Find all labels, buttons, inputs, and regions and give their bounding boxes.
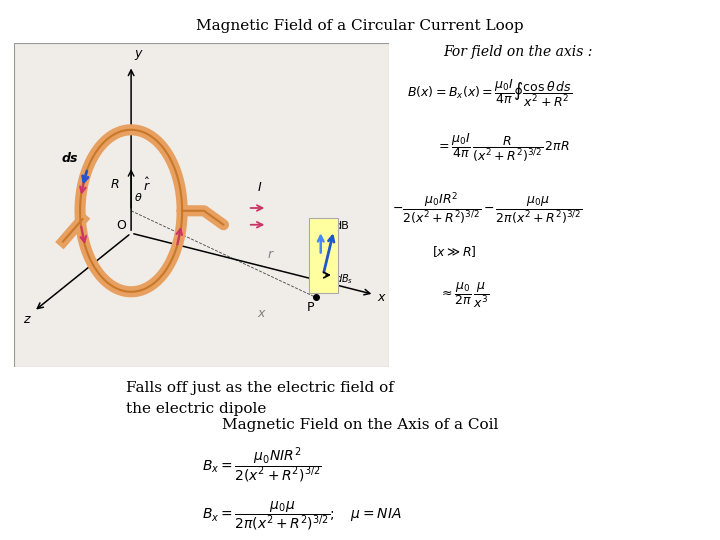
Text: x: x: [378, 291, 385, 304]
Text: dB: dB: [335, 221, 350, 231]
Text: Magnetic Field on the Axis of a Coil: Magnetic Field on the Axis of a Coil: [222, 418, 498, 433]
Text: $[x\gg R]$: $[x\gg R]$: [432, 244, 477, 259]
Text: I: I: [258, 181, 261, 194]
Text: $\theta$: $\theta$: [133, 191, 142, 202]
Text: $dB_s$: $dB_s$: [336, 272, 354, 286]
Text: O: O: [117, 219, 126, 232]
Text: Magnetic Field of a Circular Current Loop: Magnetic Field of a Circular Current Loo…: [196, 19, 524, 33]
Text: $\theta$: $\theta$: [324, 251, 333, 263]
Text: Falls off just as the electric field of: Falls off just as the electric field of: [126, 381, 394, 395]
Text: For field on the axis :: For field on the axis :: [444, 45, 593, 59]
Text: $=\dfrac{\mu_0 I}{4\pi}\,\dfrac{R}{(x^2+R^2)^{3/2}}\,2\pi R$: $=\dfrac{\mu_0 I}{4\pi}\,\dfrac{R}{(x^2+…: [436, 132, 570, 164]
FancyBboxPatch shape: [309, 218, 338, 293]
Text: $B_x=\dfrac{\mu_0 NIR^2}{2(x^2+R^2)^{3/2}}$: $B_x=\dfrac{\mu_0 NIR^2}{2(x^2+R^2)^{3/2…: [202, 446, 321, 485]
Text: z: z: [23, 313, 30, 326]
Text: $-\dfrac{\mu_0 IR^2}{2(x^2+R^2)^{3/2}}-\dfrac{\mu_0\mu}{2\pi(x^2+R^2)^{3/2}}$: $-\dfrac{\mu_0 IR^2}{2(x^2+R^2)^{3/2}}-\…: [392, 190, 582, 226]
Text: P: P: [306, 301, 314, 314]
Text: $B(x)=B_x(x)=\dfrac{\mu_0 I}{4\pi}\oint\dfrac{\cos\theta\, ds}{x^2+R^2}$: $B(x)=B_x(x)=\dfrac{\mu_0 I}{4\pi}\oint\…: [407, 78, 572, 110]
Text: y: y: [135, 47, 142, 60]
Text: R: R: [110, 178, 119, 191]
Text: r: r: [267, 248, 272, 261]
Text: x: x: [258, 307, 265, 320]
Text: $\hat{r}$: $\hat{r}$: [143, 177, 151, 194]
Text: the electric dipole: the electric dipole: [126, 402, 266, 416]
Text: $\approx\dfrac{\mu_0}{2\pi}\,\dfrac{\mu}{x^3}$: $\approx\dfrac{\mu_0}{2\pi}\,\dfrac{\mu}…: [439, 281, 490, 310]
FancyBboxPatch shape: [14, 43, 389, 367]
Text: $B_x=\dfrac{\mu_0\mu}{2\pi(x^2+R^2)^{3/2}};$$\quad\mu=NIA$: $B_x=\dfrac{\mu_0\mu}{2\pi(x^2+R^2)^{3/2…: [202, 500, 401, 532]
Text: ds: ds: [61, 152, 78, 165]
Text: $dB_y$: $dB_y$: [310, 218, 328, 232]
